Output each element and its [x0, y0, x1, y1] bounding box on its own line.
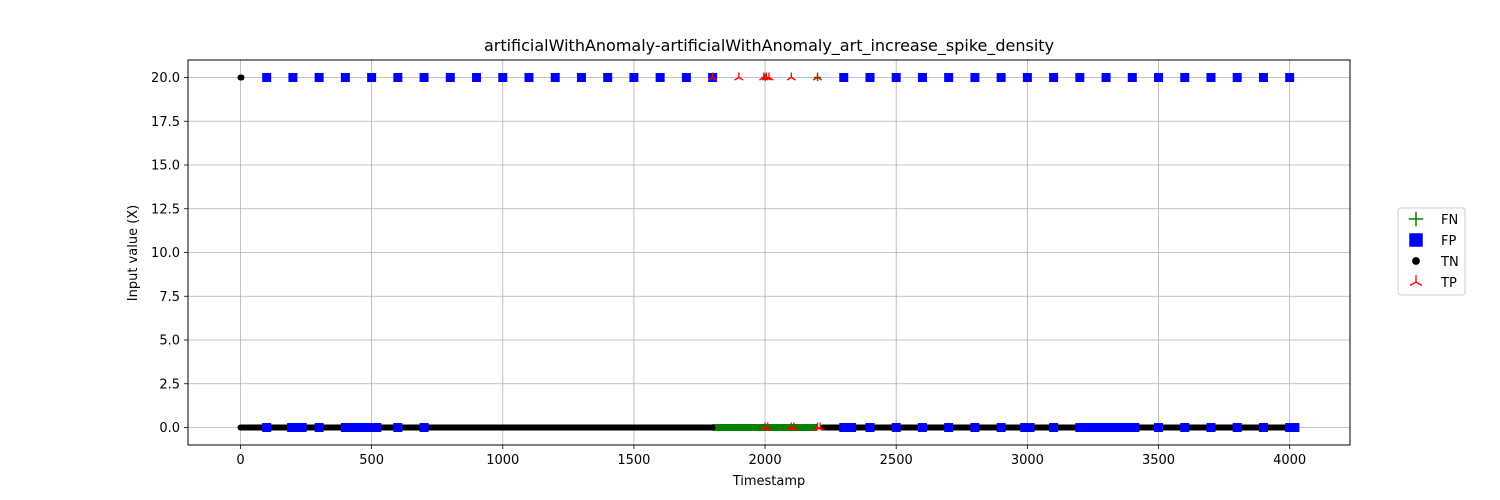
fp-point	[892, 423, 901, 432]
fp-point	[1206, 423, 1215, 432]
fp-point	[865, 73, 874, 82]
fp-point	[865, 423, 874, 432]
x-tick-label: 1500	[617, 453, 650, 468]
fp-point	[944, 73, 953, 82]
tn-point	[710, 425, 716, 431]
fp-point	[367, 73, 376, 82]
fp-point	[262, 423, 271, 432]
fp-point	[918, 423, 927, 432]
x-tick-label: 2000	[749, 453, 782, 468]
fp-point	[262, 73, 271, 82]
fp-point	[315, 423, 324, 432]
fp-point	[1259, 73, 1268, 82]
y-tick-label: 7.5	[159, 290, 180, 305]
fp-point	[997, 423, 1006, 432]
fp-point	[288, 73, 297, 82]
fp-point	[656, 73, 665, 82]
legend-label-fp: FP	[1441, 234, 1456, 249]
x-tick-label: 1000	[486, 453, 519, 468]
fp-point	[1180, 423, 1189, 432]
x-tick-label: 4000	[1273, 453, 1306, 468]
fp-point	[393, 73, 402, 82]
y-tick-label: 17.5	[151, 115, 180, 130]
tn-point	[239, 75, 245, 81]
fp-point	[629, 73, 638, 82]
fp-point	[1154, 423, 1163, 432]
fp-point	[1285, 73, 1294, 82]
fp-point	[1075, 73, 1084, 82]
fp-point	[1023, 423, 1032, 432]
fp-point	[970, 423, 979, 432]
fp-point	[420, 73, 429, 82]
fp-dense-range	[1075, 423, 1139, 432]
legend-marker-fp	[1409, 233, 1423, 247]
fp-point	[1049, 73, 1058, 82]
fp-point	[1233, 73, 1242, 82]
legend-label-tn: TN	[1440, 255, 1459, 270]
fp-point	[472, 73, 481, 82]
fp-point	[498, 73, 507, 82]
fp-point	[682, 73, 691, 82]
fp-dense-range	[341, 423, 381, 432]
x-tick-label: 0	[236, 453, 244, 468]
fp-point	[393, 423, 402, 432]
y-tick-label: 12.5	[151, 202, 180, 217]
chart-title: artificialWithAnomaly-artificialWithAnom…	[484, 36, 1054, 56]
fp-point	[551, 73, 560, 82]
x-tick-label: 500	[359, 453, 384, 468]
fp-point	[997, 73, 1006, 82]
fp-point	[944, 423, 953, 432]
fp-point	[1049, 423, 1058, 432]
fp-point	[420, 423, 429, 432]
fp-point	[918, 73, 927, 82]
y-tick-label: 0.0	[159, 421, 180, 436]
fp-point	[1206, 73, 1215, 82]
fp-point	[524, 73, 533, 82]
fp-point	[1180, 73, 1189, 82]
y-tick-label: 2.5	[159, 377, 180, 392]
fp-point	[839, 73, 848, 82]
y-axis-label: Input value (X)	[126, 205, 141, 301]
y-tick-label: 20.0	[151, 71, 180, 86]
fp-point	[315, 73, 324, 82]
fp-point	[1023, 73, 1032, 82]
fp-point	[1259, 423, 1268, 432]
x-axis-label: Timestamp	[732, 474, 806, 489]
fp-point	[577, 73, 586, 82]
y-tick-label: 5.0	[159, 334, 180, 349]
fp-point	[1233, 423, 1242, 432]
fp-point	[839, 423, 848, 432]
fp-point	[294, 423, 303, 432]
fp-point	[1128, 73, 1137, 82]
x-tick-label: 3500	[1142, 453, 1175, 468]
fp-point	[603, 73, 612, 82]
x-tick-label: 3000	[1011, 453, 1044, 468]
fp-point	[446, 73, 455, 82]
fp-point	[1290, 423, 1299, 432]
fp-point	[1102, 73, 1111, 82]
legend-label-fn: FN	[1441, 213, 1458, 228]
fp-point	[847, 423, 856, 432]
x-tick-label: 2500	[880, 453, 913, 468]
y-tick-label: 10.0	[151, 246, 180, 261]
legend-label-tp: TP	[1440, 276, 1457, 291]
fp-point	[892, 73, 901, 82]
legend-marker-tn	[1412, 257, 1420, 265]
fp-point	[1154, 73, 1163, 82]
legend: FN FP TN TP	[1398, 208, 1465, 295]
y-tick-label: 15.0	[151, 159, 180, 174]
fp-point	[970, 73, 979, 82]
fp-point	[341, 73, 350, 82]
